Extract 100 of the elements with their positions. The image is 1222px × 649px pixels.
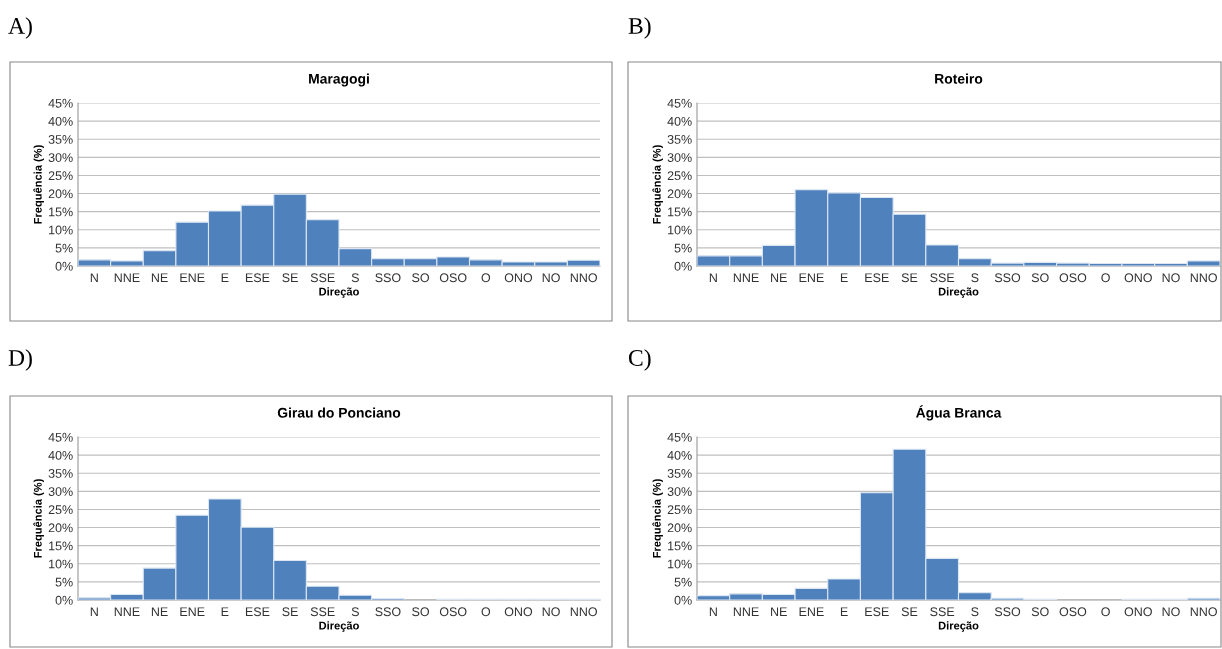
y-tick-label: 45%: [48, 98, 73, 108]
x-tick-label: S: [971, 607, 979, 617]
chart-title: Girau do Ponciano: [277, 407, 401, 418]
y-tick-label: 15%: [668, 541, 692, 551]
x-tick-label: SSO: [994, 607, 1021, 617]
y-tick-label: 20%: [667, 523, 692, 533]
y-tick-label: 0%: [55, 261, 73, 271]
y-tick-label: 30%: [48, 487, 73, 496]
y-tick-label: 10%: [668, 559, 692, 569]
x-tick-label: ENE: [799, 273, 824, 282]
x-tick-label: NO: [1162, 273, 1180, 283]
x-tick-label: NNO: [570, 273, 597, 283]
y-tick-label: 0%: [55, 595, 73, 605]
y-tick-label: 45%: [667, 98, 692, 108]
x-tick-label: NE: [151, 607, 168, 616]
x-tick-label: E: [840, 273, 848, 282]
x-tick-label: O: [1101, 607, 1110, 617]
y-tick-label: 40%: [48, 450, 73, 460]
y-tick-label: 35%: [48, 469, 73, 478]
x-tick-label: S: [351, 273, 359, 283]
y-tick-label: 10%: [49, 559, 73, 569]
x-tick-label: NNE: [733, 607, 759, 616]
x-tick-label: SSO: [375, 273, 401, 283]
x-tick-label: SE: [901, 273, 918, 283]
x-tick-label: S: [971, 273, 979, 283]
text: A): [8, 17, 32, 39]
y-tick-label: 0%: [674, 595, 692, 605]
x-axis-title: Direção: [938, 621, 979, 632]
chart-title: Roteiro: [935, 73, 983, 84]
y-tick-label: 5%: [55, 577, 73, 587]
chart-title: Água Branca: [916, 405, 1002, 421]
y-tick-label: 35%: [667, 469, 692, 478]
x-tick-label: OSO: [439, 607, 467, 617]
x-tick-label: E: [221, 273, 229, 282]
y-tick-label: 25%: [667, 505, 692, 515]
x-tick-label: OSO: [1059, 607, 1087, 617]
x-tick-label: SSE: [310, 607, 335, 617]
x-tick-label: ESE: [245, 273, 270, 283]
y-tick-label: 5%: [674, 243, 692, 253]
x-tick-label: NNE: [114, 607, 140, 616]
x-tick-label: ONO: [1124, 273, 1152, 283]
x-tick-label: NO: [1162, 607, 1180, 617]
y-tick-label: 40%: [667, 116, 692, 126]
y-tick-label: 20%: [48, 189, 73, 199]
y-tick-label: 25%: [48, 505, 73, 515]
text: B): [628, 17, 651, 39]
y-axis-title: Frequência (%): [652, 479, 663, 558]
x-tick-label: N: [90, 273, 98, 282]
x-tick-label: NNO: [570, 607, 597, 617]
text: C): [628, 349, 651, 371]
x-tick-label: SE: [282, 607, 298, 617]
x-tick-label: SO: [412, 607, 429, 617]
y-tick-label: 15%: [49, 541, 73, 551]
x-tick-label: N: [709, 607, 717, 616]
y-tick-label: 30%: [667, 487, 692, 496]
x-tick-label: NNO: [1190, 607, 1217, 617]
y-tick-label: 15%: [49, 207, 73, 217]
x-tick-label: SSE: [930, 607, 955, 617]
x-tick-label: N: [90, 607, 98, 616]
x-tick-label: ENE: [180, 607, 205, 616]
x-tick-label: NNE: [733, 273, 759, 282]
x-tick-label: NE: [771, 273, 787, 282]
x-tick-label: N: [709, 273, 717, 282]
y-tick-label: 35%: [48, 135, 73, 144]
text: D): [8, 349, 32, 371]
y-tick-label: 35%: [667, 135, 692, 144]
y-tick-label: 30%: [667, 153, 692, 162]
y-axis-title: Frequência (%): [652, 145, 663, 224]
x-tick-label: NNE: [114, 273, 140, 282]
y-axis-title: Frequência (%): [33, 479, 44, 558]
x-tick-label: NO: [542, 273, 560, 283]
x-tick-label: SO: [1031, 273, 1049, 283]
x-axis-title: Direção: [938, 287, 979, 298]
y-tick-label: 25%: [667, 171, 692, 181]
y-tick-label: 10%: [49, 225, 73, 235]
x-tick-label: SE: [901, 607, 918, 617]
y-tick-label: 40%: [667, 450, 692, 460]
y-tick-label: 5%: [55, 243, 73, 253]
x-tick-label: O: [1101, 273, 1110, 283]
chart-title: Maragogi: [309, 73, 369, 87]
x-tick-label: ESE: [245, 607, 270, 617]
x-tick-label: NNO: [1190, 273, 1217, 283]
x-axis-title: Direção: [319, 287, 359, 298]
x-tick-label: ONO: [1124, 607, 1152, 617]
x-tick-label: SE: [282, 273, 298, 283]
y-tick-label: 10%: [668, 225, 692, 235]
x-tick-label: ONO: [504, 273, 533, 283]
y-tick-label: 20%: [48, 523, 73, 533]
x-tick-label: SSO: [375, 607, 401, 617]
x-tick-label: NE: [771, 607, 787, 616]
x-tick-label: NE: [151, 273, 168, 282]
y-tick-label: 5%: [674, 577, 692, 587]
x-tick-label: SO: [412, 273, 429, 283]
x-tick-label: S: [351, 607, 359, 617]
x-tick-label: SSE: [930, 273, 955, 283]
y-tick-label: 45%: [48, 432, 73, 442]
x-tick-label: OSO: [1059, 273, 1087, 283]
x-tick-label: SO: [1031, 607, 1049, 617]
y-tick-label: 40%: [48, 116, 73, 126]
x-tick-label: OSO: [439, 273, 467, 283]
